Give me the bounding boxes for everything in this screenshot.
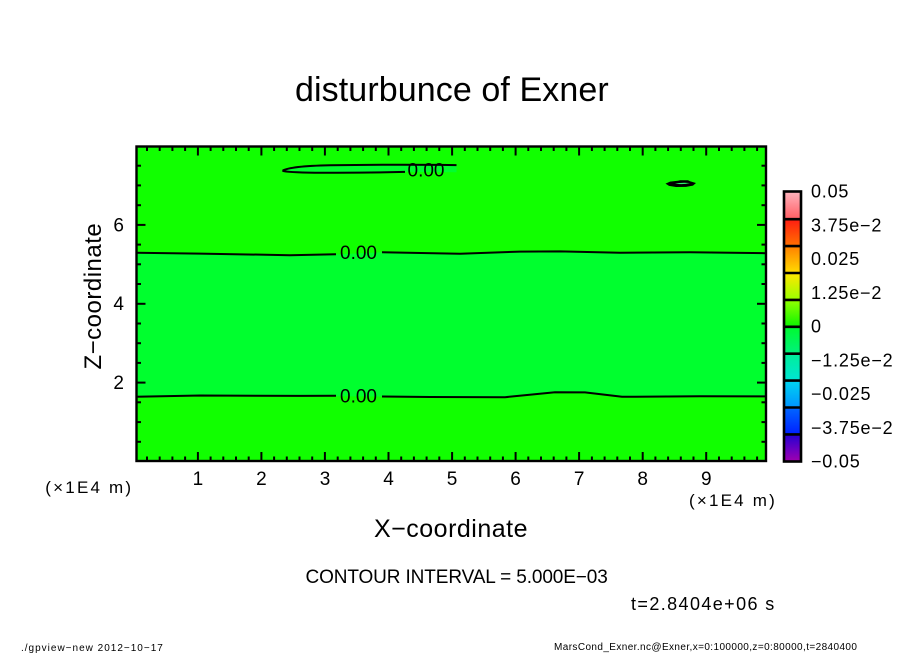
svg-text:1.25e−2: 1.25e−2 (811, 283, 882, 303)
svg-text:4: 4 (113, 294, 124, 315)
svg-text:MarsCond_Exner.nc@Exner,x=0:10: MarsCond_Exner.nc@Exner,x=0:100000,z=0:8… (554, 642, 857, 653)
svg-text:7: 7 (574, 469, 585, 490)
svg-text:−3.75e−2: −3.75e−2 (811, 418, 893, 438)
svg-text:−0.05: −0.05 (811, 452, 861, 472)
svg-text:6: 6 (113, 215, 124, 236)
svg-text:2: 2 (256, 469, 267, 490)
svg-text:0.00: 0.00 (340, 243, 377, 264)
svg-text:3: 3 (320, 469, 331, 490)
svg-text:2: 2 (113, 373, 124, 394)
svg-text:0.025: 0.025 (811, 249, 860, 269)
svg-text:4: 4 (383, 469, 394, 490)
svg-text:−0.025: −0.025 (811, 384, 871, 404)
svg-text:6: 6 (510, 469, 521, 490)
svg-text:(×1E4 m): (×1E4 m) (689, 491, 777, 510)
svg-text:./gpview−new 2012−10−17: ./gpview−new 2012−10−17 (21, 643, 164, 654)
svg-text:8: 8 (637, 469, 648, 490)
svg-text:(×1E4 m): (×1E4 m) (45, 478, 133, 497)
svg-text:9: 9 (701, 469, 712, 490)
svg-text:5: 5 (447, 469, 458, 490)
svg-text:Z−coordinate: Z−coordinate (80, 223, 107, 370)
svg-text:1: 1 (193, 469, 204, 490)
svg-text:0.00: 0.00 (408, 161, 445, 182)
svg-text:0.05: 0.05 (811, 182, 849, 202)
svg-text:X−coordinate: X−coordinate (374, 515, 528, 543)
svg-text:CONTOUR INTERVAL = 5.000E−03: CONTOUR INTERVAL = 5.000E−03 (306, 567, 608, 588)
svg-text:disturbunce of Exner: disturbunce of Exner (295, 71, 609, 109)
svg-text:0: 0 (811, 317, 822, 337)
svg-text:3.75e−2: 3.75e−2 (811, 215, 882, 235)
svg-text:t=2.8404e+06 s: t=2.8404e+06 s (631, 594, 776, 614)
svg-text:0.00: 0.00 (340, 387, 377, 408)
svg-text:−1.25e−2: −1.25e−2 (811, 350, 893, 370)
